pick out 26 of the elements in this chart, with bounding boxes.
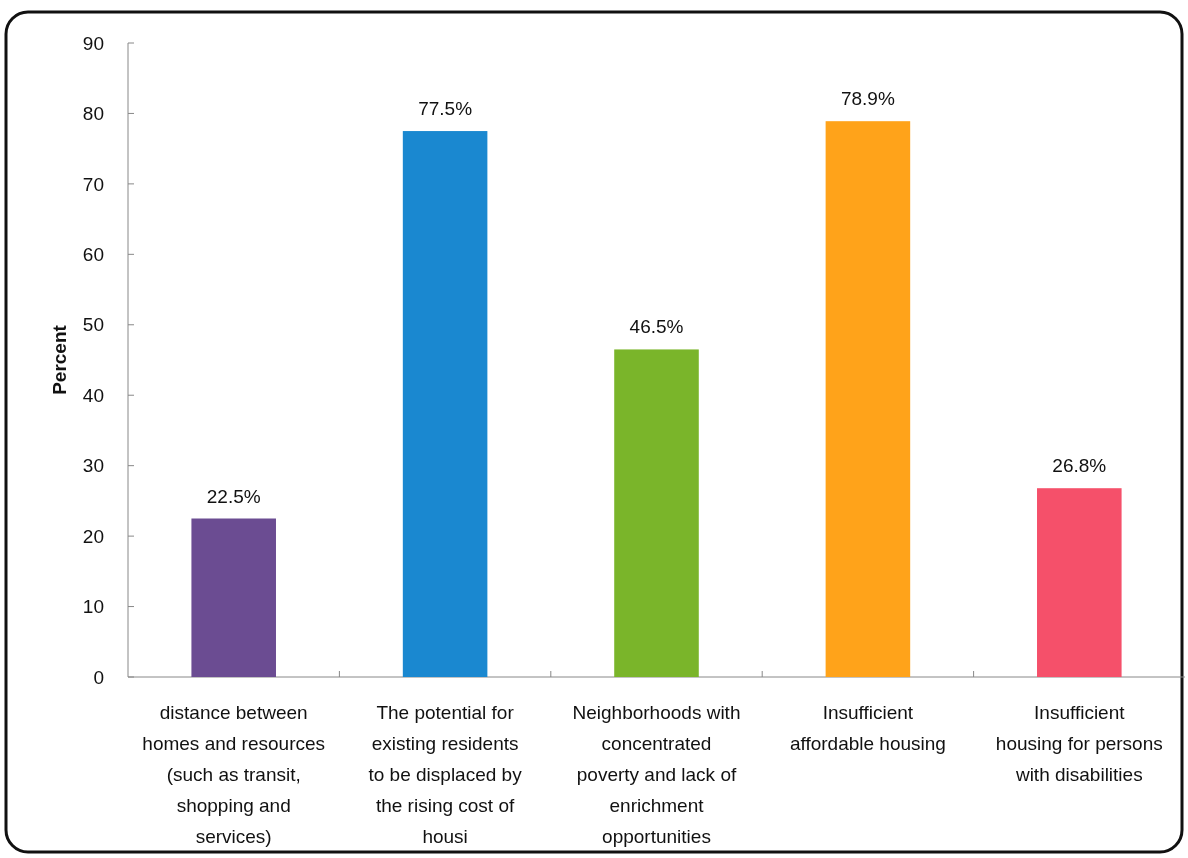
y-axis-title: Percent: [49, 324, 70, 395]
data-label: 22.5%: [206, 485, 261, 507]
x-tick-label: Insufficient affordable housing: [789, 702, 946, 754]
data-label: 77.5%: [418, 98, 473, 120]
y-tick-label: 60: [82, 243, 104, 265]
y-tick-label: 30: [82, 455, 104, 477]
y-tick-label: 50: [82, 314, 104, 336]
bar: [825, 121, 911, 677]
x-tick-label: distance between homes and resources (such as transit, shopping and services): [142, 702, 326, 847]
data-label: 78.9%: [840, 88, 895, 110]
bar: [191, 518, 276, 677]
y-tick-label: 70: [82, 173, 104, 195]
x-tick-label: The potential for existing residents to be displaced by the rising cost of housi: [368, 702, 523, 847]
bar: [402, 131, 488, 677]
y-tick-label: 80: [82, 103, 104, 125]
data-label: 26.8%: [1052, 455, 1107, 477]
x-tick-label: Insufficient housing for persons with disabilities: [995, 702, 1163, 785]
y-tick-label: 90: [82, 32, 104, 54]
y-tick-label: 10: [82, 596, 104, 618]
bar: [614, 349, 699, 677]
y-tick-label: 0: [93, 666, 104, 688]
data-label: 46.5%: [629, 316, 684, 338]
y-tick-label: 40: [82, 384, 104, 406]
bar: [1037, 488, 1122, 677]
y-tick-label: 20: [82, 525, 104, 547]
x-tick-label: Neighborhoods with concentrated poverty and lack of enrichment opportunities: [572, 702, 741, 847]
